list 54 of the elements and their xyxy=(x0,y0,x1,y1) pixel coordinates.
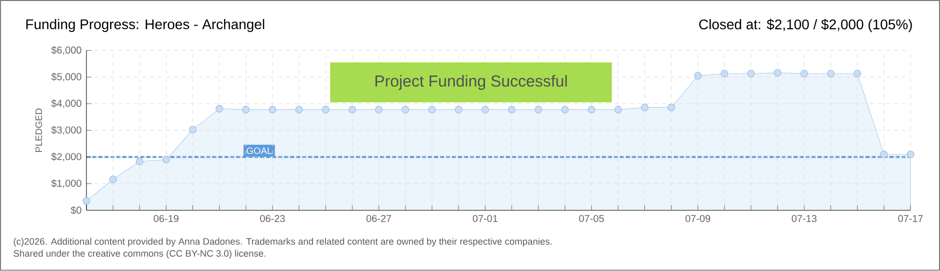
point xyxy=(82,197,90,205)
point xyxy=(614,106,622,114)
x-tick-label: 07-05 xyxy=(579,215,604,222)
point xyxy=(854,70,862,78)
x-tick-label: 07-13 xyxy=(792,215,817,222)
x-tick-label: 06-23 xyxy=(260,215,285,222)
text: (c)2026. Additional content provided by Anna Dadones. Trademarks and related content are owned by their respective companies. xyxy=(14,238,552,247)
point xyxy=(162,156,170,164)
y-axis-title: PLEDGED xyxy=(35,108,42,152)
point xyxy=(508,106,516,114)
point xyxy=(348,106,356,114)
y-tick-label: $4,000 xyxy=(51,100,82,108)
point xyxy=(588,106,596,114)
point xyxy=(640,104,648,112)
y-tick-label: $2,000 xyxy=(51,152,82,162)
point xyxy=(268,106,276,114)
point xyxy=(827,70,835,78)
point xyxy=(880,150,888,158)
point xyxy=(906,150,914,158)
x-tick-label: 07-17 xyxy=(898,215,923,222)
point xyxy=(216,105,224,113)
point xyxy=(694,72,702,80)
point xyxy=(481,106,489,114)
x-tick-label: 07-09 xyxy=(685,215,710,222)
ref-line-label: GOAL xyxy=(246,148,272,154)
point xyxy=(375,106,383,114)
point xyxy=(747,70,755,78)
point xyxy=(189,126,196,134)
x-tick-label: 06-19 xyxy=(154,215,178,222)
x-tick-label: 07-01 xyxy=(472,215,498,222)
y-tick-label: $3,000 xyxy=(51,126,82,135)
point xyxy=(800,70,808,78)
point xyxy=(136,158,144,166)
y-tick-label: $1,000 xyxy=(51,179,82,188)
point xyxy=(774,69,782,77)
point xyxy=(402,106,410,114)
y-tick-label: $6,000 xyxy=(51,46,82,55)
point xyxy=(668,104,676,112)
point xyxy=(534,106,542,114)
y-tick-label: $0 xyxy=(70,206,82,214)
chart-subtitle: Closed at: $2,100 / $2,000 (105%) xyxy=(699,18,912,32)
point xyxy=(428,106,436,114)
point xyxy=(720,70,728,78)
annotation: Project Funding Successful xyxy=(375,75,567,90)
y-tick-label: $5,000 xyxy=(51,72,82,82)
x-tick-label: 06-27 xyxy=(366,215,392,222)
point xyxy=(242,106,250,114)
chart-title: Funding Progress: Heroes - Archangel xyxy=(26,19,264,32)
point xyxy=(295,106,303,114)
point xyxy=(454,106,462,114)
point xyxy=(322,106,330,114)
point xyxy=(561,106,569,114)
point xyxy=(109,176,117,184)
text: Shared under the creative commons (CC BY-NC 3.0) license. xyxy=(14,250,266,259)
